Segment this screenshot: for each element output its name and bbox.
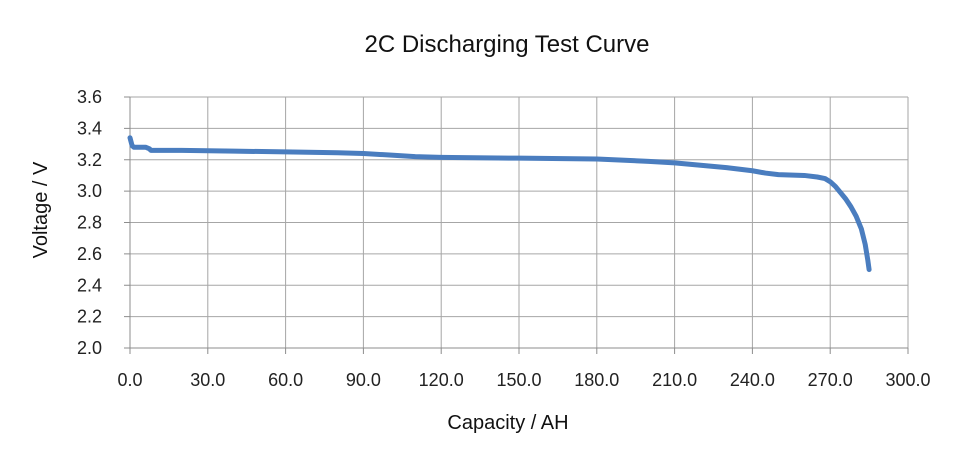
x-tick-label: 60.0 <box>268 370 303 390</box>
x-tick-label: 300.0 <box>885 370 930 390</box>
chart-title: 2C Discharging Test Curve <box>364 31 649 58</box>
x-tick-label: 30.0 <box>190 370 225 390</box>
y-tick-label: 2.8 <box>77 213 102 233</box>
x-tick-label: 90.0 <box>346 370 381 390</box>
x-tick-label: 210.0 <box>652 370 697 390</box>
x-tick-label: 240.0 <box>730 370 775 390</box>
x-tick-label: 150.0 <box>496 370 541 390</box>
x-tick-label: 270.0 <box>808 370 853 390</box>
x-tick-label: 120.0 <box>419 370 464 390</box>
y-tick-label: 2.0 <box>77 338 102 358</box>
x-tick-labels: 0.0 30.0 60.0 90.0 120.0 150.0 180.0 210.0 240.0… <box>117 370 930 390</box>
y-tick-labels: 2.0 2.2 2.4 2.6 2.8 3.0 3.2 3.4 3.6 <box>77 87 102 358</box>
series <box>127 135 872 273</box>
y-tick-label: 3.6 <box>77 87 102 107</box>
y-tick-label: 3.0 <box>77 181 102 201</box>
y-axis-title: Voltage / V <box>30 161 52 258</box>
grid <box>129 96 909 349</box>
x-axis-title: Capacity / AH <box>447 412 568 434</box>
y-tick-label: 2.2 <box>77 307 102 327</box>
y-tick-label: 2.6 <box>77 244 102 264</box>
y-tick-label: 2.4 <box>77 275 102 295</box>
x-tick-label: 0.0 <box>117 370 142 390</box>
discharge-curve-line <box>127 135 872 273</box>
x-tick-label: 180.0 <box>574 370 619 390</box>
y-tick-label: 3.2 <box>77 150 102 170</box>
y-tick-label: 3.4 <box>77 118 102 138</box>
axes <box>124 96 909 354</box>
